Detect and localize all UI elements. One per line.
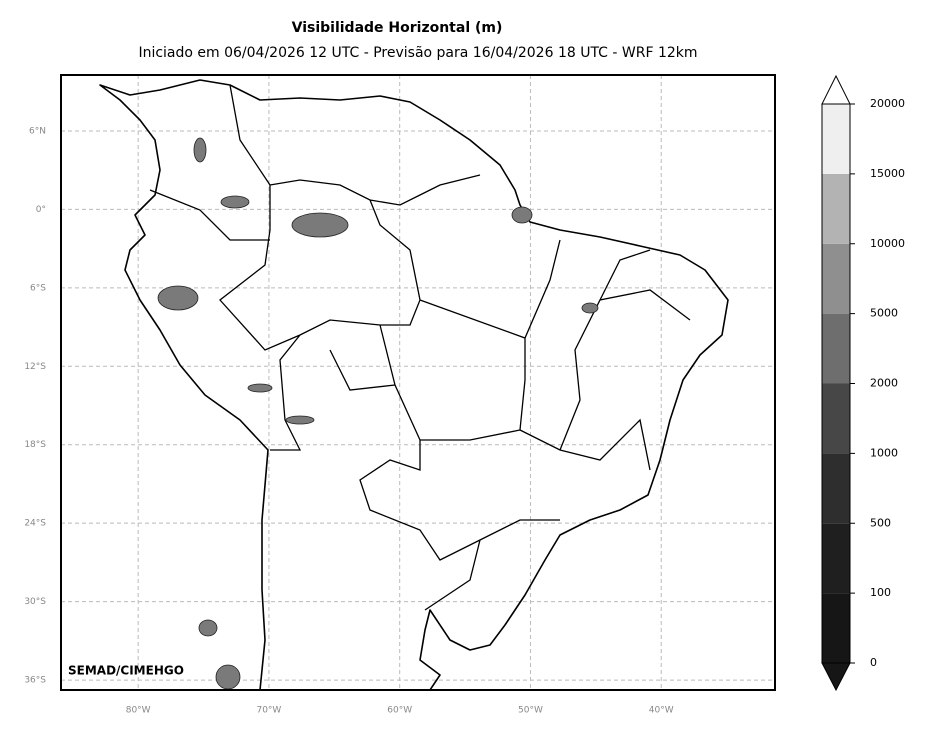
coastline xyxy=(99,79,729,690)
lat-tick-label: 36°S xyxy=(24,676,46,686)
grid xyxy=(61,75,775,690)
visibility-area xyxy=(215,664,241,690)
lat-tick-label: 18°S xyxy=(24,440,46,450)
lon-tick-label: 60°W xyxy=(387,706,412,716)
colorbar-extend-low xyxy=(821,662,851,692)
credit: SEMAD/CIMEHGO xyxy=(68,664,184,678)
lat-tick-label: 0° xyxy=(36,205,46,215)
visibility-area xyxy=(157,285,199,311)
visibility-area xyxy=(581,302,599,314)
lat-tick-label: 12°S xyxy=(24,362,46,372)
visibility-area xyxy=(291,212,349,238)
colorbar-segment xyxy=(822,243,850,314)
colorbar-label: 0 xyxy=(870,656,877,669)
colorbar-label: 1000 xyxy=(870,446,898,459)
colorbar-label: 10000 xyxy=(870,237,905,250)
colorbar-label: 100 xyxy=(870,586,891,599)
colorbar-label: 15000 xyxy=(870,167,905,180)
colorbar-segment xyxy=(822,453,850,524)
lat-tick-label: 30°S xyxy=(24,597,46,607)
lat-tick-label: 24°S xyxy=(24,519,46,529)
colorbar-segment xyxy=(822,383,850,454)
lon-tick-label: 70°W xyxy=(256,706,281,716)
visibility-area xyxy=(220,195,250,209)
colorbar-segment xyxy=(822,593,850,663)
visibility-area xyxy=(285,415,315,425)
colorbar-segment xyxy=(822,523,850,594)
visibility-area xyxy=(247,383,273,393)
subtitle: Iniciado em 06/04/2026 12 UTC - Previsão… xyxy=(138,45,697,61)
colorbar-label: 20000 xyxy=(870,97,905,110)
lat-tick-label: 6°N xyxy=(29,126,46,136)
colorbar-segment xyxy=(822,173,850,244)
lat-tick-label: 6°S xyxy=(30,283,46,293)
map-frame xyxy=(60,74,776,691)
visibility-area xyxy=(511,206,533,224)
colorbar-label: 2000 xyxy=(870,377,898,390)
colorbar-segment xyxy=(822,104,850,174)
colorbar-segment xyxy=(822,313,850,384)
visibility-area xyxy=(198,619,218,637)
visibility-area xyxy=(193,137,207,163)
colorbar: 0 100 500 1000 2000 5000 10000 15000 20000 xyxy=(821,74,905,692)
colorbar-label: 5000 xyxy=(870,307,898,320)
lon-tick-label: 50°W xyxy=(518,706,543,716)
colorbar-extend-high xyxy=(821,74,851,105)
lon-tick-label: 40°W xyxy=(649,706,674,716)
country-borders xyxy=(149,84,691,611)
map-shapes xyxy=(99,79,729,690)
colorbar-label: 500 xyxy=(870,516,891,529)
lon-tick-label: 80°W xyxy=(126,706,151,716)
title: Visibilidade Horizontal (m) xyxy=(292,20,503,36)
